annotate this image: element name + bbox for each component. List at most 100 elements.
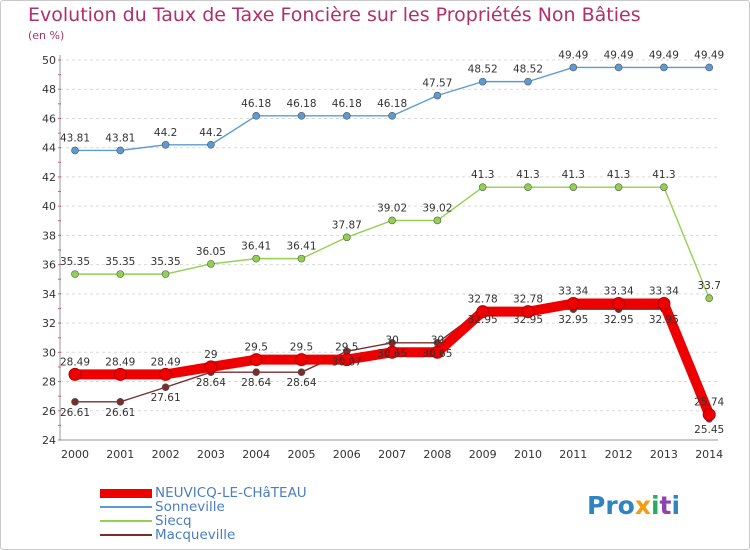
data-point bbox=[295, 353, 308, 367]
data-point bbox=[116, 398, 125, 406]
data-point bbox=[68, 367, 82, 381]
data-point bbox=[705, 294, 714, 303]
legend-label: NEUVICQ-LE-CHâTEAU bbox=[155, 485, 307, 501]
data-label: 41.3 bbox=[652, 169, 675, 181]
data-label: 33.34 bbox=[649, 285, 679, 297]
data-label: 29.5 bbox=[245, 342, 268, 354]
data-point bbox=[71, 398, 79, 406]
data-point bbox=[113, 367, 127, 381]
data-label: 48.52 bbox=[468, 64, 498, 76]
legend-label: Macqueville bbox=[155, 527, 236, 543]
data-point bbox=[252, 254, 261, 263]
data-label: 43.81 bbox=[105, 132, 135, 144]
data-point bbox=[161, 383, 170, 392]
data-point bbox=[340, 353, 354, 367]
y-tick-label: 26 bbox=[42, 405, 56, 418]
data-point bbox=[524, 77, 532, 86]
proxiti-logo: Proxiti bbox=[587, 491, 680, 520]
data-label: 41.3 bbox=[562, 169, 585, 181]
data-label: 39.02 bbox=[422, 202, 452, 214]
data-point bbox=[660, 183, 668, 191]
series-layer bbox=[68, 63, 716, 423]
data-label: 32.95 bbox=[558, 314, 588, 326]
x-tick-label: 2005 bbox=[288, 448, 316, 461]
legend-item: Macqueville bbox=[100, 527, 360, 543]
x-tick-label: 2001 bbox=[106, 448, 134, 461]
legend-item: Siecq bbox=[100, 513, 360, 529]
data-point bbox=[385, 345, 399, 359]
data-label: 44.2 bbox=[154, 127, 177, 139]
data-label: 25.45 bbox=[694, 424, 724, 436]
data-label: 28.64 bbox=[196, 377, 226, 389]
data-point bbox=[342, 233, 351, 242]
data-label: 35.35 bbox=[105, 256, 135, 268]
legend-swatch bbox=[100, 534, 152, 536]
legend-swatch bbox=[100, 488, 152, 498]
data-label: 32.78 bbox=[513, 294, 543, 306]
data-label: 28.64 bbox=[241, 377, 271, 389]
data-label: 30 bbox=[431, 334, 444, 346]
chart-unit-label: (en %) bbox=[28, 29, 65, 42]
data-point bbox=[569, 63, 578, 72]
data-label: 36.41 bbox=[241, 241, 271, 253]
x-tick-label: 2004 bbox=[242, 448, 270, 461]
data-label: 33.7 bbox=[698, 280, 721, 292]
data-label: 30.65 bbox=[377, 348, 407, 360]
data-label: 30 bbox=[385, 334, 398, 346]
data-label: 49.49 bbox=[604, 49, 634, 61]
data-label: 30.65 bbox=[422, 348, 452, 360]
data-point bbox=[161, 140, 170, 149]
data-label-layer: 43.81 43.81 44.2 44.2 46.18 46.18 46.18 46.18 47… bbox=[60, 49, 725, 435]
data-point bbox=[657, 296, 671, 310]
y-tick-label: 40 bbox=[42, 200, 56, 213]
data-label: 33.34 bbox=[604, 285, 634, 297]
data-label: 32.95 bbox=[513, 314, 543, 326]
data-label: 36.41 bbox=[286, 241, 316, 253]
data-label: 46.18 bbox=[377, 98, 407, 110]
y-tick-label: 48 bbox=[42, 83, 56, 96]
legend-label: Siecq bbox=[155, 513, 192, 529]
data-point bbox=[524, 183, 532, 191]
data-point bbox=[342, 112, 351, 120]
axis-layer: 24 26 28 30 32 34 36 38 40 42 44 46 48 50 2000 2001 2002… bbox=[42, 54, 723, 461]
data-point bbox=[71, 146, 79, 155]
x-tick-label: 2006 bbox=[333, 448, 361, 461]
data-label: 49.49 bbox=[649, 49, 679, 61]
data-point bbox=[702, 408, 716, 422]
y-tick-label: 32 bbox=[42, 317, 56, 330]
legend-swatch bbox=[100, 506, 152, 508]
data-label: 44.2 bbox=[199, 127, 222, 139]
data-point bbox=[249, 353, 263, 367]
chart-title: Evolution du Taux de Taxe Foncière sur l… bbox=[28, 4, 641, 26]
data-point bbox=[159, 367, 173, 381]
data-point bbox=[430, 345, 444, 359]
data-label: 49.49 bbox=[558, 49, 588, 61]
data-point bbox=[388, 112, 396, 120]
y-tick-label: 42 bbox=[42, 171, 56, 184]
data-label: 49.49 bbox=[694, 49, 724, 61]
x-tick-label: 2011 bbox=[559, 448, 587, 461]
legend-swatch bbox=[100, 520, 152, 522]
data-label: 47.57 bbox=[422, 78, 452, 90]
data-point bbox=[207, 140, 215, 149]
y-tick-label: 24 bbox=[42, 434, 56, 447]
chart-legend: NEUVICQ-LE-CHâTEAU Sonneville Siecq Macquev… bbox=[100, 485, 360, 543]
data-point bbox=[569, 183, 578, 191]
y-tick-label: 30 bbox=[42, 346, 56, 359]
data-point bbox=[252, 368, 261, 376]
x-tick-label: 2013 bbox=[650, 448, 678, 461]
data-label: 27.61 bbox=[151, 392, 181, 404]
data-label: 25.74 bbox=[694, 397, 724, 409]
data-point bbox=[614, 183, 623, 191]
data-label: 32.95 bbox=[649, 314, 679, 326]
data-point bbox=[388, 216, 396, 225]
data-label: 41.3 bbox=[607, 169, 630, 181]
data-label: 32.95 bbox=[468, 314, 498, 326]
data-label: 26.61 bbox=[105, 407, 135, 419]
data-label: 41.3 bbox=[516, 169, 539, 181]
data-point bbox=[660, 63, 668, 72]
data-point bbox=[297, 368, 306, 376]
data-label: 30.07 bbox=[332, 356, 362, 368]
data-point bbox=[297, 112, 306, 120]
